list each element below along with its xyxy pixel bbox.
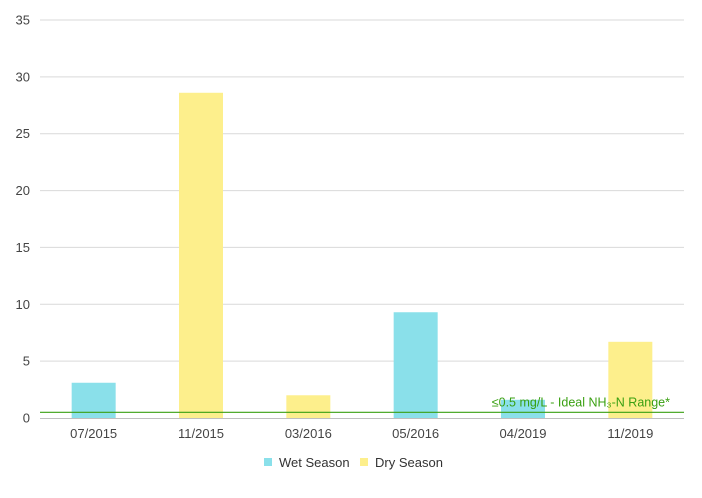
bar-11-2015 bbox=[179, 92, 223, 418]
legend: Wet Season Dry Season bbox=[264, 455, 443, 470]
x-tick-label: 05/2016 bbox=[392, 426, 439, 441]
x-tick-label: 07/2015 bbox=[70, 426, 117, 441]
reference-line: ≤0.5 mg/L - Ideal NH₃-N Range* bbox=[40, 395, 684, 413]
y-tick-label: 35 bbox=[16, 13, 30, 28]
legend-label-wet: Wet Season bbox=[279, 455, 350, 470]
bar-05-2016 bbox=[393, 312, 438, 418]
bar-11-2019 bbox=[608, 341, 653, 418]
y-tick-label: 0 bbox=[23, 411, 30, 426]
x-tick-label: 04/2019 bbox=[500, 426, 547, 441]
legend-swatch-dry bbox=[360, 458, 368, 466]
legend-swatch-wet bbox=[264, 458, 272, 466]
x-tick-label: 11/2015 bbox=[178, 426, 224, 441]
y-axis-ticks: 0 5 10 15 20 25 30 35 bbox=[16, 13, 30, 426]
y-tick-label: 25 bbox=[16, 126, 30, 141]
x-axis-ticks: 07/2015 11/2015 03/2016 05/2016 04/2019 11/20… bbox=[70, 426, 653, 441]
y-tick-label: 15 bbox=[16, 240, 30, 255]
bar-03-2016 bbox=[286, 395, 331, 418]
x-tick-label: 03/2016 bbox=[285, 426, 332, 441]
y-tick-label: 10 bbox=[16, 297, 30, 312]
gridlines bbox=[40, 19, 684, 362]
x-tick-label: 11/2019 bbox=[607, 426, 653, 441]
bar-04-2019 bbox=[501, 399, 545, 418]
legend-label-dry: Dry Season bbox=[375, 455, 443, 470]
y-tick-label: 30 bbox=[16, 69, 30, 84]
y-tick-label: 5 bbox=[23, 354, 30, 369]
reference-line-label: ≤0.5 mg/L - Ideal NH₃-N Range* bbox=[492, 395, 670, 409]
y-tick-label: 20 bbox=[16, 183, 30, 198]
bars bbox=[71, 92, 653, 418]
